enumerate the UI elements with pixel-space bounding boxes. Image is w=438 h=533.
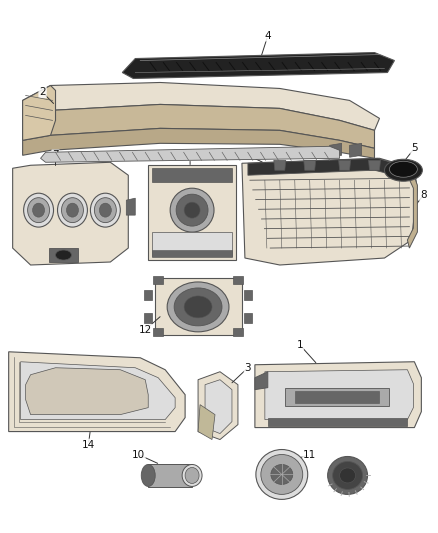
Polygon shape: [295, 391, 379, 402]
Polygon shape: [144, 313, 152, 323]
Text: 7: 7: [52, 150, 59, 160]
Text: 12: 12: [138, 325, 152, 335]
Text: 8: 8: [420, 190, 427, 200]
Polygon shape: [339, 160, 350, 170]
Ellipse shape: [174, 288, 222, 326]
Polygon shape: [350, 143, 361, 157]
Ellipse shape: [67, 203, 78, 217]
Ellipse shape: [339, 468, 356, 483]
Polygon shape: [23, 83, 379, 131]
Ellipse shape: [32, 203, 45, 217]
Ellipse shape: [271, 464, 293, 484]
Text: 4: 4: [265, 30, 271, 41]
Polygon shape: [368, 160, 381, 170]
Polygon shape: [152, 168, 232, 182]
Text: 2: 2: [39, 87, 46, 98]
Polygon shape: [153, 276, 163, 284]
Ellipse shape: [184, 296, 212, 318]
Polygon shape: [304, 160, 316, 170]
Ellipse shape: [61, 198, 83, 223]
Polygon shape: [255, 362, 421, 427]
Ellipse shape: [90, 193, 120, 227]
Ellipse shape: [385, 159, 422, 181]
Polygon shape: [41, 147, 339, 162]
Polygon shape: [268, 417, 407, 425]
Ellipse shape: [170, 188, 214, 232]
Polygon shape: [274, 160, 286, 170]
Polygon shape: [13, 162, 128, 265]
Polygon shape: [248, 158, 411, 178]
Polygon shape: [153, 328, 163, 336]
Ellipse shape: [56, 250, 71, 260]
Text: 5: 5: [411, 143, 418, 154]
Ellipse shape: [167, 282, 229, 332]
Ellipse shape: [185, 467, 199, 483]
Polygon shape: [205, 379, 232, 433]
Ellipse shape: [24, 193, 53, 227]
Ellipse shape: [182, 464, 202, 487]
Ellipse shape: [95, 198, 117, 223]
Polygon shape: [242, 158, 417, 265]
Polygon shape: [330, 143, 342, 157]
Text: 6: 6: [187, 150, 194, 160]
Text: 9: 9: [244, 150, 251, 160]
Polygon shape: [25, 368, 148, 415]
Ellipse shape: [28, 198, 49, 223]
Ellipse shape: [176, 194, 208, 226]
Polygon shape: [265, 370, 413, 419]
Text: 14: 14: [82, 440, 95, 449]
Polygon shape: [152, 250, 232, 257]
Polygon shape: [148, 464, 192, 487]
Polygon shape: [23, 85, 56, 140]
Polygon shape: [144, 290, 152, 300]
Polygon shape: [49, 248, 78, 262]
Polygon shape: [198, 372, 238, 440]
Ellipse shape: [57, 193, 88, 227]
Polygon shape: [255, 372, 268, 390]
Ellipse shape: [389, 161, 417, 177]
Ellipse shape: [141, 464, 155, 487]
Polygon shape: [23, 128, 374, 158]
Ellipse shape: [328, 456, 367, 495]
Polygon shape: [285, 387, 389, 406]
Ellipse shape: [99, 203, 111, 217]
Polygon shape: [23, 104, 374, 148]
Ellipse shape: [256, 449, 308, 499]
Ellipse shape: [184, 202, 200, 218]
Text: 3: 3: [244, 363, 251, 373]
Polygon shape: [233, 328, 243, 336]
Polygon shape: [233, 276, 243, 284]
Text: 1: 1: [297, 340, 303, 350]
Polygon shape: [198, 405, 215, 440]
Ellipse shape: [332, 462, 363, 489]
Polygon shape: [9, 352, 185, 432]
Polygon shape: [152, 232, 232, 256]
Polygon shape: [122, 53, 395, 78]
Ellipse shape: [261, 455, 303, 495]
Text: 10: 10: [132, 449, 145, 459]
Polygon shape: [126, 198, 135, 215]
Text: 11: 11: [303, 449, 316, 459]
Polygon shape: [148, 165, 236, 260]
Polygon shape: [407, 168, 417, 248]
Polygon shape: [21, 362, 175, 419]
Polygon shape: [244, 313, 252, 323]
Polygon shape: [155, 278, 242, 335]
Polygon shape: [244, 290, 252, 300]
